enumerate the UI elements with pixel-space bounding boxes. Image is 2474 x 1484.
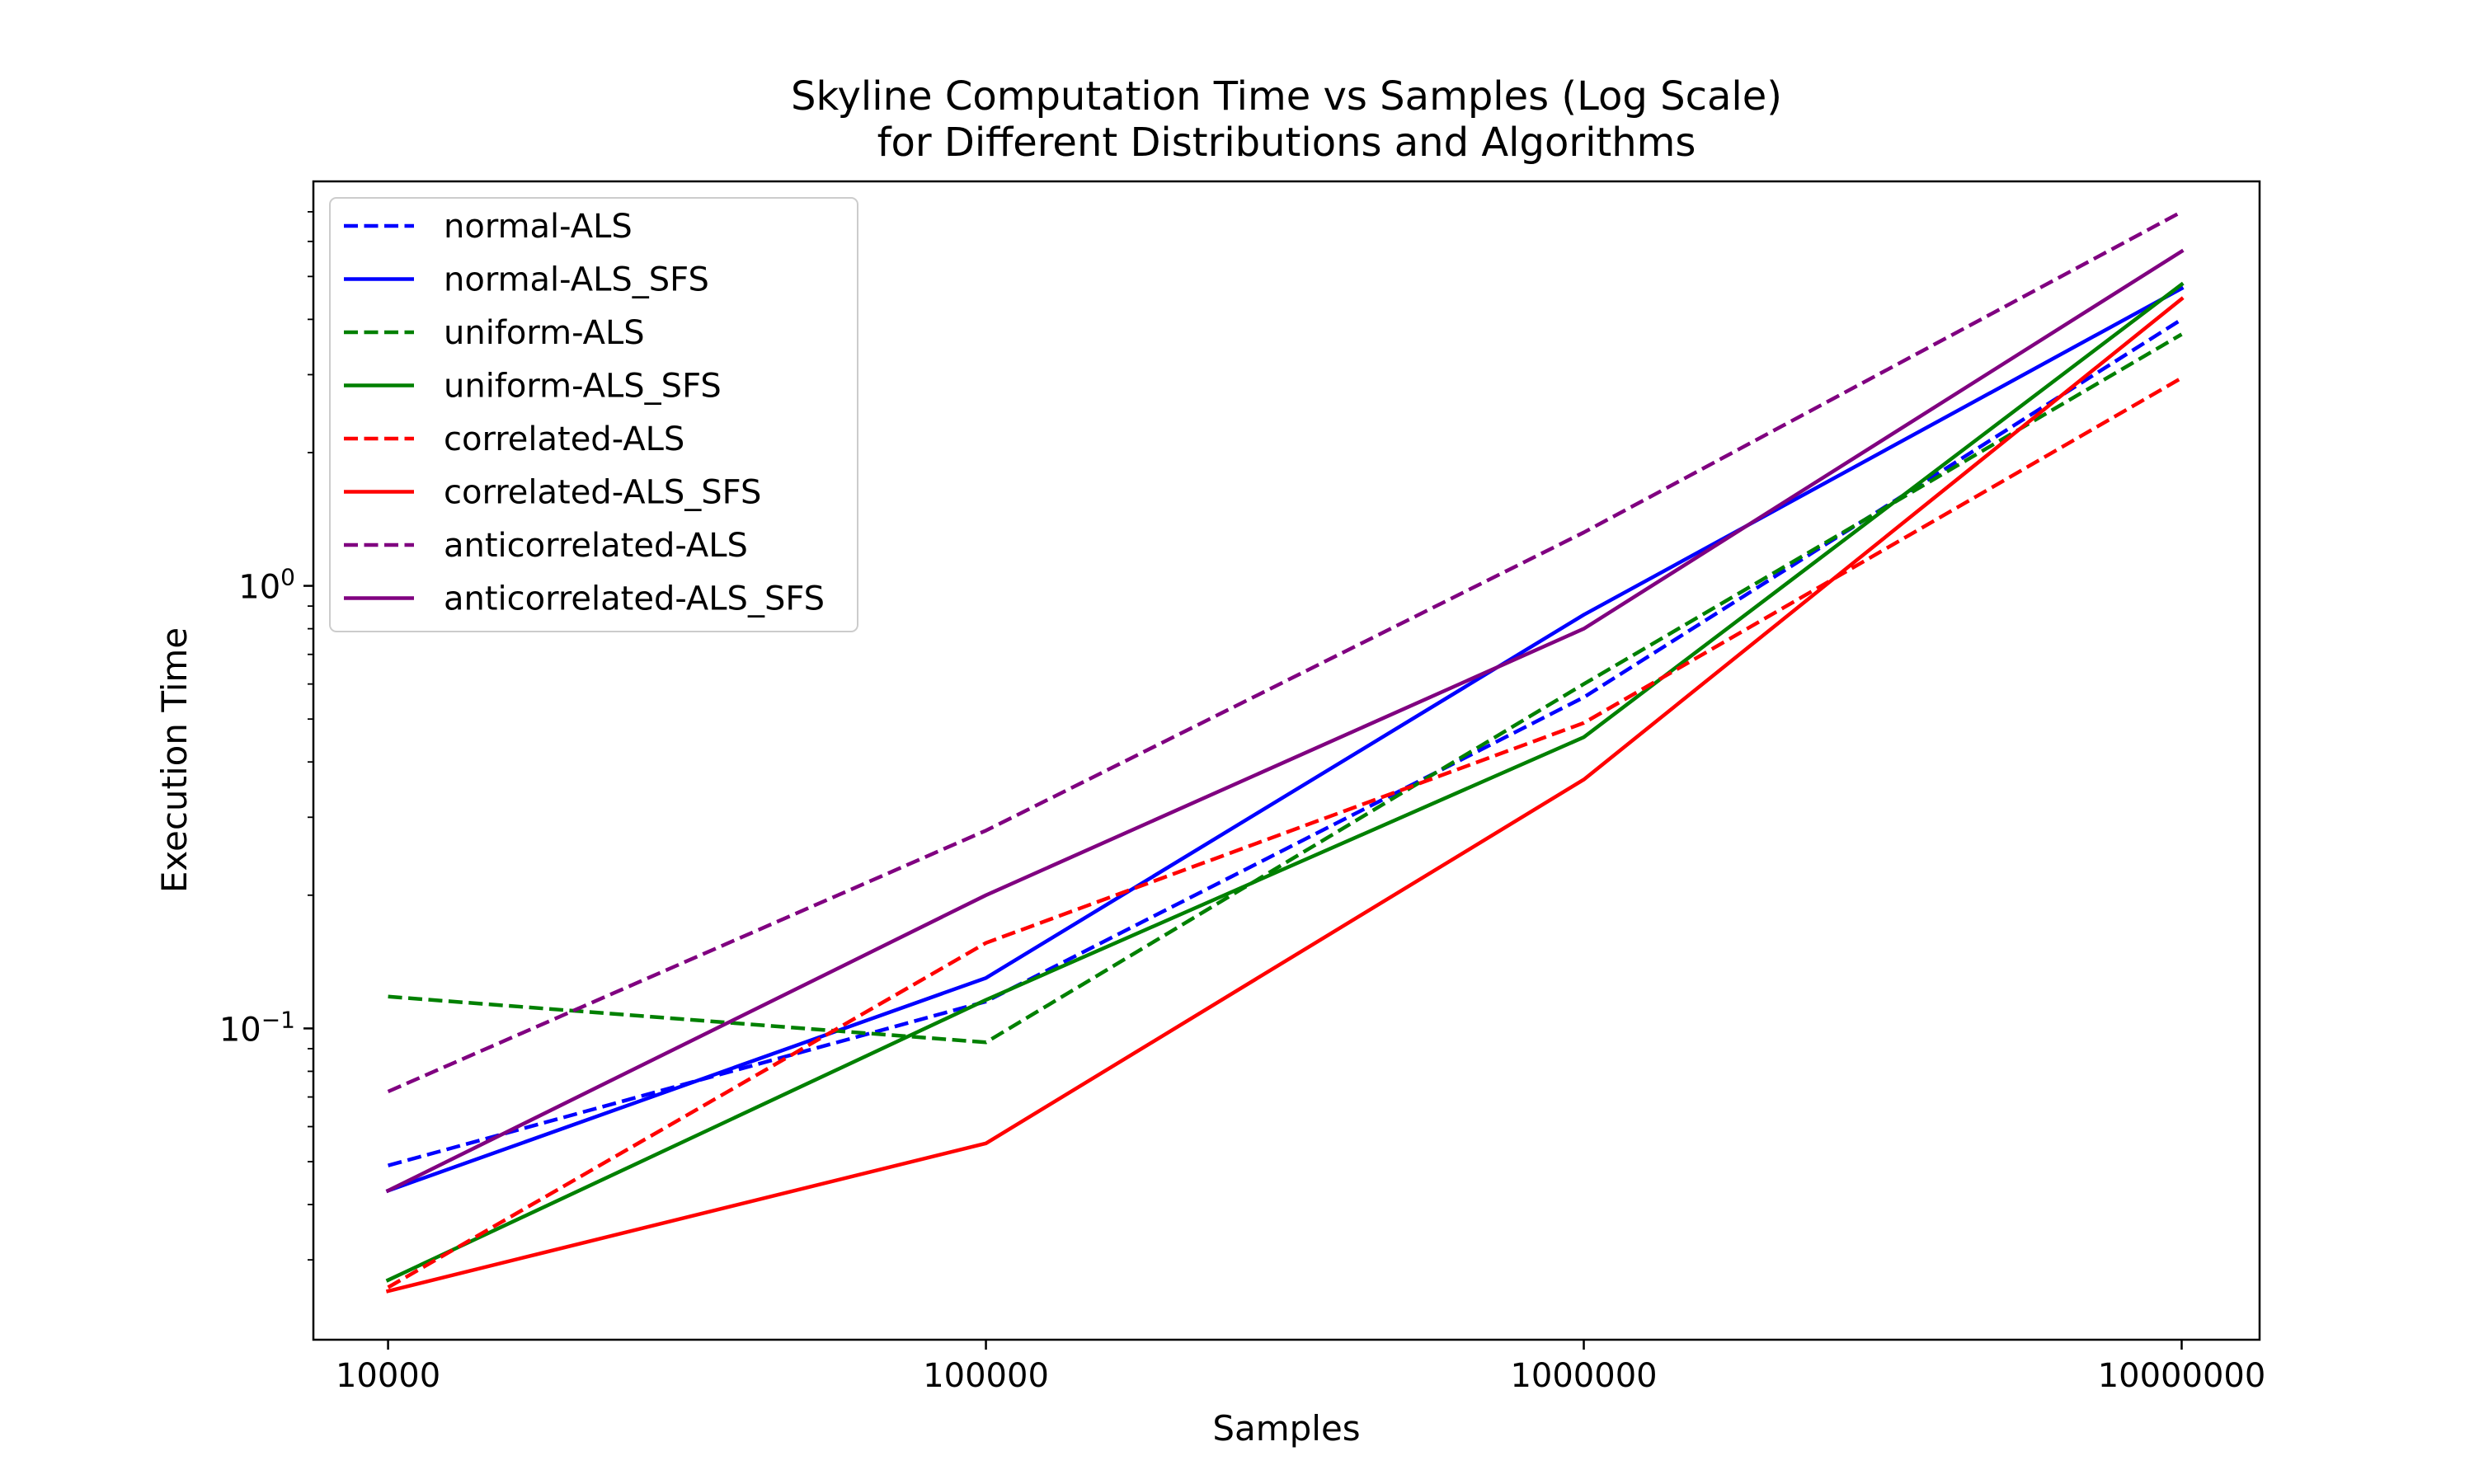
series-line-anticorrelated-ALS_SFS xyxy=(385,248,2185,1194)
legend-label: anticorrelated-ALS_SFS xyxy=(444,580,825,618)
legend-label: uniform-ALS xyxy=(444,314,645,352)
series-line-correlated-ALS_SFS xyxy=(385,296,2185,1294)
series-line-anticorrelated-ALS xyxy=(387,209,2183,1094)
plot-lines xyxy=(385,209,2185,1294)
x-axis-label: Samples xyxy=(1212,1408,1360,1449)
legend-label: normal-ALS xyxy=(444,208,633,246)
legend-label: uniform-ALS_SFS xyxy=(444,368,722,406)
chart-title-line2: for Different Distributions and Algorith… xyxy=(877,120,1696,166)
x-axis: 10000 100000 1000000 10000000 xyxy=(336,1340,2265,1395)
x-tick-label: 1000000 xyxy=(1510,1357,1657,1395)
legend-label: correlated-ALS xyxy=(444,420,684,458)
legend-label: anticorrelated-ALS xyxy=(444,527,748,565)
legend-label: correlated-ALS_SFS xyxy=(444,474,761,512)
series-line-correlated-ALS xyxy=(387,376,2183,1289)
y-axis: 10−1 100 xyxy=(219,210,313,1261)
legend: normal-ALS normal-ALS_SFS uniform-ALS unifo… xyxy=(329,197,858,632)
plot-area-frame xyxy=(312,180,2261,1341)
x-tick-label: 10000000 xyxy=(2098,1357,2266,1395)
y-axis-label: Execution Time xyxy=(154,627,195,893)
y-tick-label: 10−1 xyxy=(219,1006,295,1049)
legend-label: normal-ALS_SFS xyxy=(444,261,709,299)
series-line-normal-ALS_SFS xyxy=(385,285,2185,1194)
series-line-uniform-ALS_SFS xyxy=(385,281,2185,1283)
x-tick-label: 100000 xyxy=(923,1357,1049,1395)
x-tick-label: 10000 xyxy=(336,1357,440,1395)
chart-title-line1: Skyline Computation Time vs Samples (Log… xyxy=(791,73,1782,120)
y-tick-label: 100 xyxy=(238,564,295,607)
legend-box xyxy=(329,197,858,632)
